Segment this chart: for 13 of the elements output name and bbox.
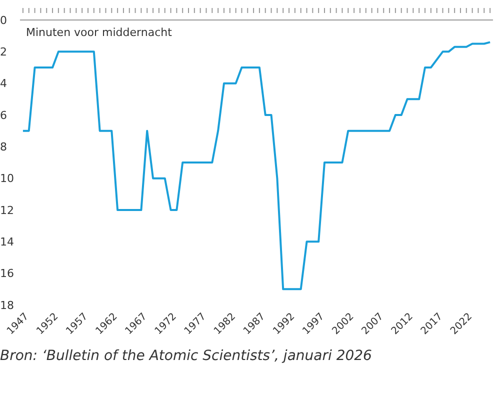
y-tick-label: 8 [0,140,7,154]
line-series [22,41,492,290]
y-tick-label: 0 [0,14,7,27]
y-axis-title: Minuten voor middernacht [26,26,173,39]
y-tick-label: 16 [0,267,14,280]
y-tick-label: 18 [0,298,14,312]
y-tick-label: 4 [0,77,7,90]
y-tick-label: 10 [0,172,14,186]
text: Bron: ‘Bulletin of the Atomic Scientists’, januari 2026 [0,347,373,366]
y-tick-label: 12 [0,204,14,217]
y-tick-label: 6 [0,108,7,122]
y-tick-label: 2 [0,46,7,59]
y-tick-label: 14 [0,236,14,249]
